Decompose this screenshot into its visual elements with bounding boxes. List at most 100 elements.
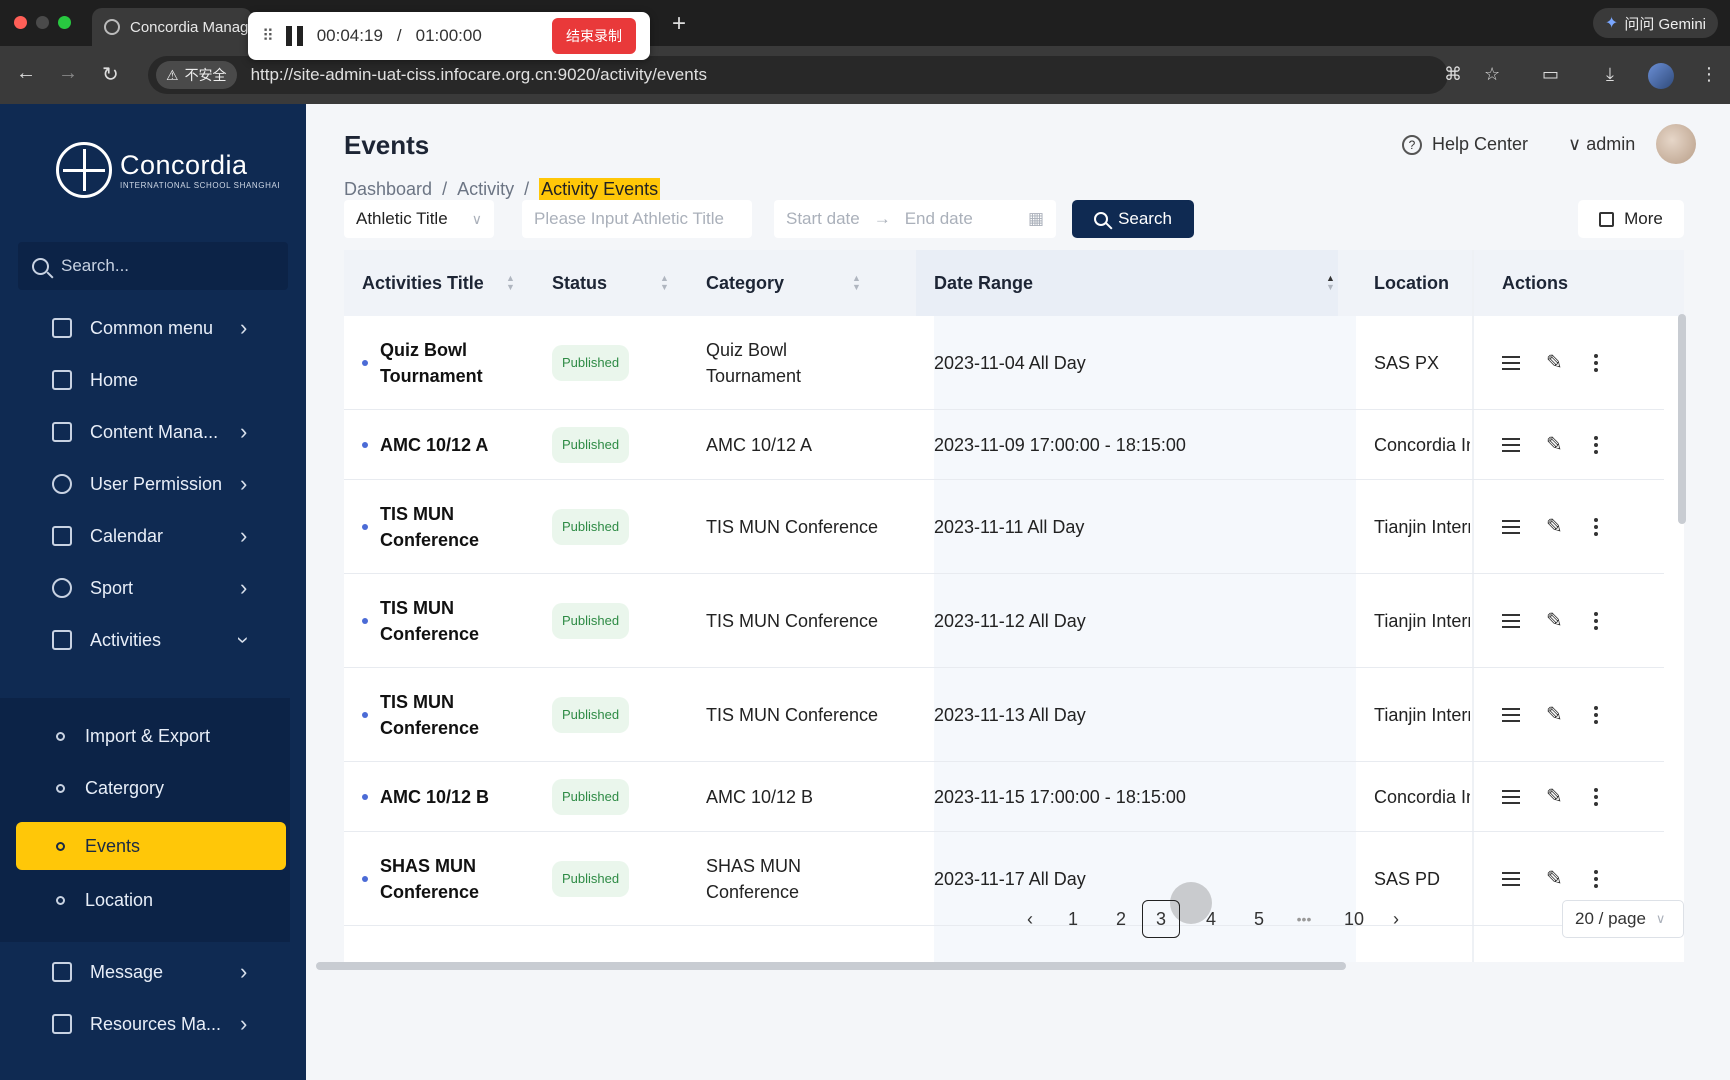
page-button-2[interactable]: 2 xyxy=(1115,908,1126,929)
horizontal-scrollbar[interactable] xyxy=(316,962,1346,970)
pause-icon[interactable] xyxy=(285,26,303,46)
column-date-range[interactable]: Date Range xyxy=(916,250,1338,316)
forward-icon[interactable]: → xyxy=(58,62,78,84)
sidebar-item-home[interactable]: Home xyxy=(0,354,306,406)
sidebar-item-content-management[interactable]: Content Mana... › xyxy=(0,406,306,458)
page-button-3[interactable]: 3 xyxy=(1142,900,1180,938)
table-row[interactable]: AMC 10/12 A Published AMC 10/12 A 2023-11-0… xyxy=(344,410,1664,480)
bookmark-star-icon[interactable]: ☆ xyxy=(1484,64,1501,84)
title-type-select[interactable]: Athletic Title ∨ xyxy=(344,200,494,238)
more-actions-button[interactable] xyxy=(1594,316,1598,409)
sidebar-subitem-location[interactable]: Location xyxy=(16,876,286,924)
more-actions-button[interactable] xyxy=(1594,574,1598,667)
sort-icon[interactable]: ▲ ▼ xyxy=(852,273,861,292)
help-center-link[interactable]: ? Help Center xyxy=(1402,134,1528,155)
athletic-title-input[interactable]: Please Input Athletic Title xyxy=(522,200,752,238)
page-button-10[interactable]: 10 xyxy=(1343,908,1365,929)
sort-ascending-icon[interactable]: ▲ ▼ xyxy=(1326,273,1335,292)
sidebar-item-sport[interactable]: Sport › xyxy=(0,562,306,614)
page-button-5[interactable]: 5 xyxy=(1253,908,1264,929)
breadcrumb-activity[interactable]: Activity xyxy=(457,179,515,199)
view-list-button[interactable] xyxy=(1502,668,1520,761)
activity-title-line[interactable]: Tournament xyxy=(380,365,483,386)
sidebar-item-calendar[interactable]: Calendar › xyxy=(0,510,306,562)
view-list-button[interactable] xyxy=(1502,762,1520,831)
edit-button[interactable]: ✎ xyxy=(1546,410,1563,479)
view-list-button[interactable] xyxy=(1502,574,1520,667)
stop-recording-button[interactable]: 结束录制 xyxy=(552,18,636,54)
avatar[interactable] xyxy=(1656,124,1696,164)
column-status[interactable]: Status xyxy=(552,250,607,316)
page-button-1[interactable]: 1 xyxy=(1067,908,1078,929)
more-actions-button[interactable] xyxy=(1594,832,1598,925)
search-button[interactable]: Search xyxy=(1072,200,1194,238)
page-button-4[interactable]: 4 xyxy=(1205,908,1216,929)
sidebar-subitem-import-export[interactable]: Import & Export xyxy=(16,712,286,760)
tab-search-icon[interactable]: ▭ xyxy=(1542,64,1560,84)
school-logo[interactable]: Concordia INTERNATIONAL SCHOOL SHANGHAI xyxy=(56,142,280,198)
sidebar-search-input[interactable]: Search... xyxy=(18,242,288,290)
date-range-picker[interactable]: Start date → End date ▦ xyxy=(774,200,1056,238)
activity-title-line[interactable]: TIS MUN xyxy=(380,597,454,618)
sidebar-subitem-category[interactable]: Catergory xyxy=(16,764,286,812)
edit-button[interactable]: ✎ xyxy=(1546,762,1563,831)
activity-title-line[interactable]: Conference xyxy=(380,623,480,644)
sidebar-item-user-permission[interactable]: User Permission › xyxy=(0,458,306,510)
sort-icon[interactable]: ▲ ▼ xyxy=(660,273,669,292)
url-bar[interactable]: ⚠ 不安全 http://site-admin-uat-ciss.infocar… xyxy=(148,56,1448,94)
url-text[interactable]: http://site-admin-uat-ciss.infocare.org.… xyxy=(250,65,707,84)
column-category[interactable]: Category xyxy=(706,250,784,316)
view-list-button[interactable] xyxy=(1502,316,1520,409)
view-list-button[interactable] xyxy=(1502,410,1520,479)
browser-menu-icon[interactable]: ⋮ xyxy=(1700,64,1718,84)
table-row[interactable]: AMC 10/12 B Published AMC 10/12 B 2023-11-1… xyxy=(344,762,1664,832)
edit-button[interactable]: ✎ xyxy=(1546,574,1563,667)
activity-title-line[interactable]: AMC 10/12 B xyxy=(380,786,490,807)
sidebar-item-activities[interactable]: Activities › xyxy=(0,614,306,666)
activity-title-line[interactable]: Conference xyxy=(380,529,480,550)
edit-button[interactable]: ✎ xyxy=(1546,832,1563,925)
page-ellipsis[interactable]: ••• xyxy=(1296,911,1312,927)
sidebar-item-resources-management[interactable]: Resources Ma... › xyxy=(0,998,306,1050)
profile-avatar[interactable] xyxy=(1648,63,1674,89)
table-row[interactable]: SHAS MUN Conference Published SHAS MUN Confe… xyxy=(344,832,1664,926)
sidebar-subitem-events[interactable]: Events xyxy=(16,822,286,870)
browser-tab[interactable]: Concordia Manag xyxy=(92,8,252,46)
translate-icon[interactable]: ⌘ xyxy=(1444,64,1462,84)
more-filters-button[interactable]: More xyxy=(1578,200,1684,238)
activity-title-line[interactable]: AMC 10/12 A xyxy=(380,434,489,455)
edit-button[interactable]: ✎ xyxy=(1546,668,1563,761)
breadcrumb-dashboard[interactable]: Dashboard xyxy=(344,179,433,199)
next-page-button[interactable]: › xyxy=(1393,908,1399,929)
table-row[interactable]: TIS MUN Conference Published TIS MUN Confer… xyxy=(344,668,1664,762)
more-actions-button[interactable] xyxy=(1594,480,1598,573)
page-size-select[interactable]: 20 / page ∨ xyxy=(1562,900,1684,938)
activity-title-line[interactable]: SHAS MUN xyxy=(380,855,477,876)
sort-icon[interactable]: ▲ ▼ xyxy=(506,273,515,292)
maximize-window-icon[interactable] xyxy=(58,16,71,29)
security-badge[interactable]: ⚠ 不安全 xyxy=(156,61,237,89)
table-row[interactable]: TIS MUN Conference Published TIS MUN Confer… xyxy=(344,574,1664,668)
prev-page-button[interactable]: ‹ xyxy=(1027,908,1033,929)
sidebar-item-common-menu[interactable]: Common menu › xyxy=(0,302,306,354)
new-tab-icon[interactable]: + xyxy=(672,10,687,37)
more-actions-button[interactable] xyxy=(1594,762,1598,831)
activity-title-line[interactable]: Conference xyxy=(380,881,480,902)
close-window-icon[interactable] xyxy=(14,16,27,29)
more-actions-button[interactable] xyxy=(1594,410,1598,479)
view-list-button[interactable] xyxy=(1502,480,1520,573)
table-row[interactable]: Quiz Bowl Tournament Published Quiz Bowl Tou… xyxy=(344,316,1664,410)
sidebar-item-message[interactable]: Message › xyxy=(0,946,306,998)
back-icon[interactable]: ← xyxy=(16,62,36,84)
activity-title-line[interactable]: TIS MUN xyxy=(380,503,454,524)
vertical-scrollbar[interactable] xyxy=(1678,314,1686,524)
activity-title-line[interactable]: TIS MUN xyxy=(380,691,454,712)
more-actions-button[interactable] xyxy=(1594,668,1598,761)
view-list-button[interactable] xyxy=(1502,832,1520,925)
table-row[interactable]: TIS MUN Conference Published TIS MUN Confer… xyxy=(344,480,1664,574)
reload-icon[interactable]: ↻ xyxy=(102,64,119,86)
activity-title-line[interactable]: Conference xyxy=(380,717,480,738)
user-menu[interactable]: ∨ admin xyxy=(1568,134,1635,155)
edit-button[interactable]: ✎ xyxy=(1546,480,1563,573)
download-icon[interactable]: ⤓ xyxy=(1606,64,1614,84)
